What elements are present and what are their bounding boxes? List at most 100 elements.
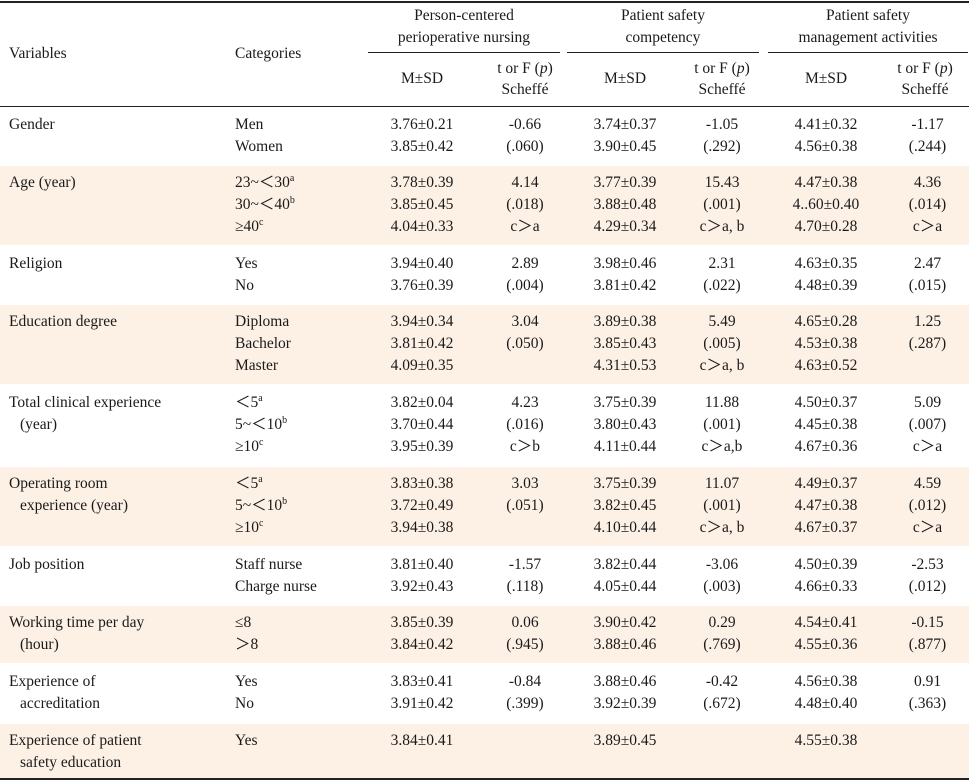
subheader-scheffe: Scheffé: [501, 81, 549, 98]
category-label: Staff nurse: [235, 556, 303, 573]
cell-pcn-m: 3.91±0.42: [390, 695, 454, 712]
cell-pcn-t: -0.66: [508, 116, 542, 133]
category: Master: [235, 355, 278, 377]
cell-psm-t: c＞a: [912, 519, 943, 536]
category-label: No: [235, 277, 254, 294]
cell-pcn-t: (.016): [506, 416, 544, 433]
category-label: ＜5: [235, 475, 259, 492]
category: ≥10c: [235, 436, 263, 458]
header-categories: Categories: [235, 45, 302, 62]
cell-psc-t: -0.42: [705, 673, 739, 690]
cell-psm-m: 4.55±0.36: [794, 636, 858, 653]
cell-pcn-t: (.004): [506, 277, 544, 294]
stat-label-close: ): [547, 60, 553, 77]
cell-psc-t: (.003): [703, 578, 741, 595]
cell-psm-t: -2.53: [911, 556, 944, 573]
variable-name: Education degree: [9, 313, 118, 330]
cell-psc-t: (.001): [703, 497, 741, 514]
group-rule-psm: [768, 52, 968, 53]
subheader-msd-pcn: M±SD: [400, 70, 444, 87]
cell-psm-t: (.014): [908, 196, 947, 213]
category: Women: [235, 136, 283, 158]
category: Yes: [235, 253, 258, 275]
category-label: ≥10: [235, 519, 260, 536]
stat-label-close: ): [744, 60, 750, 77]
cell-psm-t: c＞a: [912, 438, 943, 455]
cell-psm-m: 4.47±0.38: [794, 497, 858, 514]
cell-psc-m: 3.88±0.46: [593, 636, 657, 653]
cell-psc-t: 2.31: [708, 255, 736, 272]
cell-pcn-t: -0.84: [508, 673, 542, 690]
subheader-stat-label: t or F (p): [885, 58, 965, 79]
category-label: Yes: [235, 255, 258, 272]
cell-pcn-m: 3.76±0.39: [390, 277, 454, 294]
cell-psc-t: c＞a, b: [699, 357, 745, 374]
variable-name: Experience of: [9, 673, 96, 690]
cell-pcn-m: 3.85±0.42: [390, 138, 454, 155]
cell-psc-t: 11.88: [704, 394, 740, 411]
header-group-psm: Patient safety management activities: [798, 7, 938, 46]
cell-psc-m: 3.81±0.42: [593, 277, 657, 294]
category: ＞8: [235, 634, 258, 656]
cell-psc-m: 3.85±0.43: [593, 335, 657, 352]
category: Yes: [235, 671, 258, 693]
row-band: [0, 166, 969, 245]
cell-psc-m: 3.88±0.48: [593, 196, 657, 213]
stat-label-close: ): [947, 60, 953, 77]
cell-psm-t: 4.59: [913, 475, 942, 492]
category-label: 30~＜40: [235, 196, 290, 213]
category-superscript: b: [282, 414, 288, 426]
cell-psc-m: 3.89±0.45: [593, 732, 657, 749]
category: Diploma: [235, 311, 289, 333]
group-rule-psc: [567, 52, 759, 53]
stat-label-p: p: [939, 60, 948, 77]
cell-psc-m: 3.82±0.45: [593, 497, 657, 514]
cell-psc-t: -1.05: [705, 116, 739, 133]
cell-pcn-m: 3.76±0.21: [390, 116, 454, 133]
category-superscript: b: [282, 495, 288, 507]
cell-pcn-t: (.018): [506, 196, 544, 213]
category-label: Master: [235, 357, 279, 374]
subheader-stat-label: t or F (p): [485, 58, 565, 79]
cell-psm-m: 4.53±0.38: [794, 335, 858, 352]
cell-psc-t: (.769): [703, 636, 741, 653]
cell-pcn-m: 3.83±0.38: [390, 475, 454, 492]
subheader-scheffe: Scheffé: [698, 81, 746, 98]
variable-name: Working time per day: [9, 614, 145, 631]
cell-pcn-t: 4.14: [511, 174, 539, 191]
top-rule: [0, 1, 969, 3]
variable-name: Operating room: [9, 475, 108, 492]
cell-pcn-m: 3.94±0.34: [390, 313, 454, 330]
category-superscript: c: [259, 517, 264, 529]
category: ≥40c: [235, 216, 263, 238]
header-bottom-rule: [0, 106, 969, 107]
cell-pcn-m: 3.81±0.40: [390, 556, 454, 573]
cell-pcn-t: -1.57: [508, 556, 542, 573]
cell-psm-m: 4.49±0.37: [794, 475, 858, 492]
category-superscript: b: [289, 194, 295, 206]
cell-psm-t: (.012): [908, 578, 947, 595]
cell-psc-m: 3.89±0.38: [593, 313, 657, 330]
cell-psm-t: (.012): [908, 497, 947, 514]
cell-pcn-m: 3.85±0.39: [390, 614, 454, 631]
cell-psm-t: (.363): [908, 695, 947, 712]
cell-psm-m: 4.48±0.40: [794, 695, 858, 712]
category-label: ≥10: [235, 438, 260, 455]
cell-psm-m: 4.48±0.39: [794, 277, 858, 294]
variable-name: Job position: [9, 556, 85, 573]
cell-psm-t: (.287): [908, 335, 947, 352]
group-rule-pcn: [368, 52, 560, 53]
category: Bachelor: [235, 333, 291, 355]
cell-psm-m: 4.50±0.37: [794, 394, 858, 411]
category-label: No: [235, 695, 254, 712]
category-label: ＜5: [235, 394, 259, 411]
category: ≤8: [235, 612, 251, 634]
cell-psm-t: c＞a: [912, 218, 943, 235]
cell-psc-t: c＞a, b: [699, 218, 745, 235]
stat-label-p: p: [736, 60, 745, 77]
category-label: ≥40: [235, 218, 260, 235]
category-label: Yes: [235, 673, 258, 690]
cell-psc-m: 4.10±0.44: [593, 519, 657, 536]
cell-pcn-t: (.050): [506, 335, 544, 352]
cell-psm-m: 4.41±0.32: [794, 116, 858, 133]
